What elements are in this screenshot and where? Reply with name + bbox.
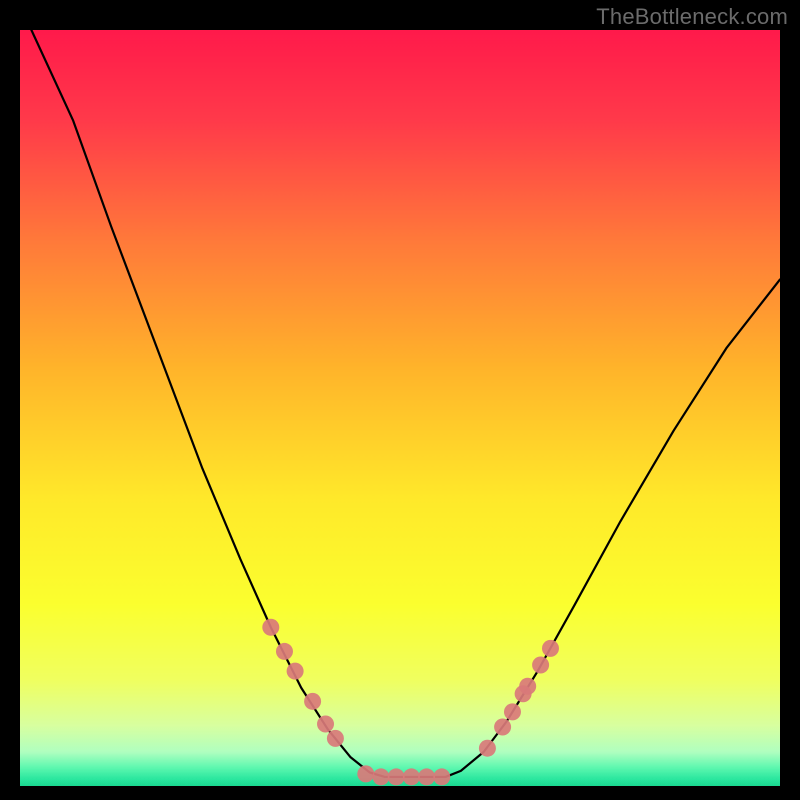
marker-point xyxy=(494,719,511,736)
scatter-markers xyxy=(262,619,559,786)
marker-point xyxy=(504,703,521,720)
marker-point xyxy=(542,640,559,657)
marker-point xyxy=(276,643,293,660)
watermark-text: TheBottleneck.com xyxy=(596,4,788,30)
marker-point xyxy=(403,768,420,785)
v-curve xyxy=(31,30,780,777)
marker-point xyxy=(373,768,390,785)
marker-point xyxy=(532,657,549,674)
curve-layer xyxy=(20,30,780,786)
chart-container: TheBottleneck.com xyxy=(0,0,800,800)
marker-point xyxy=(317,716,334,733)
marker-point xyxy=(418,768,435,785)
marker-point xyxy=(388,768,405,785)
marker-point xyxy=(357,765,374,782)
marker-point xyxy=(519,678,536,695)
marker-point xyxy=(287,663,304,680)
plot-area xyxy=(20,30,780,786)
marker-point xyxy=(433,768,450,785)
marker-point xyxy=(262,619,279,636)
marker-point xyxy=(327,730,344,747)
marker-point xyxy=(479,740,496,757)
marker-point xyxy=(304,693,321,710)
